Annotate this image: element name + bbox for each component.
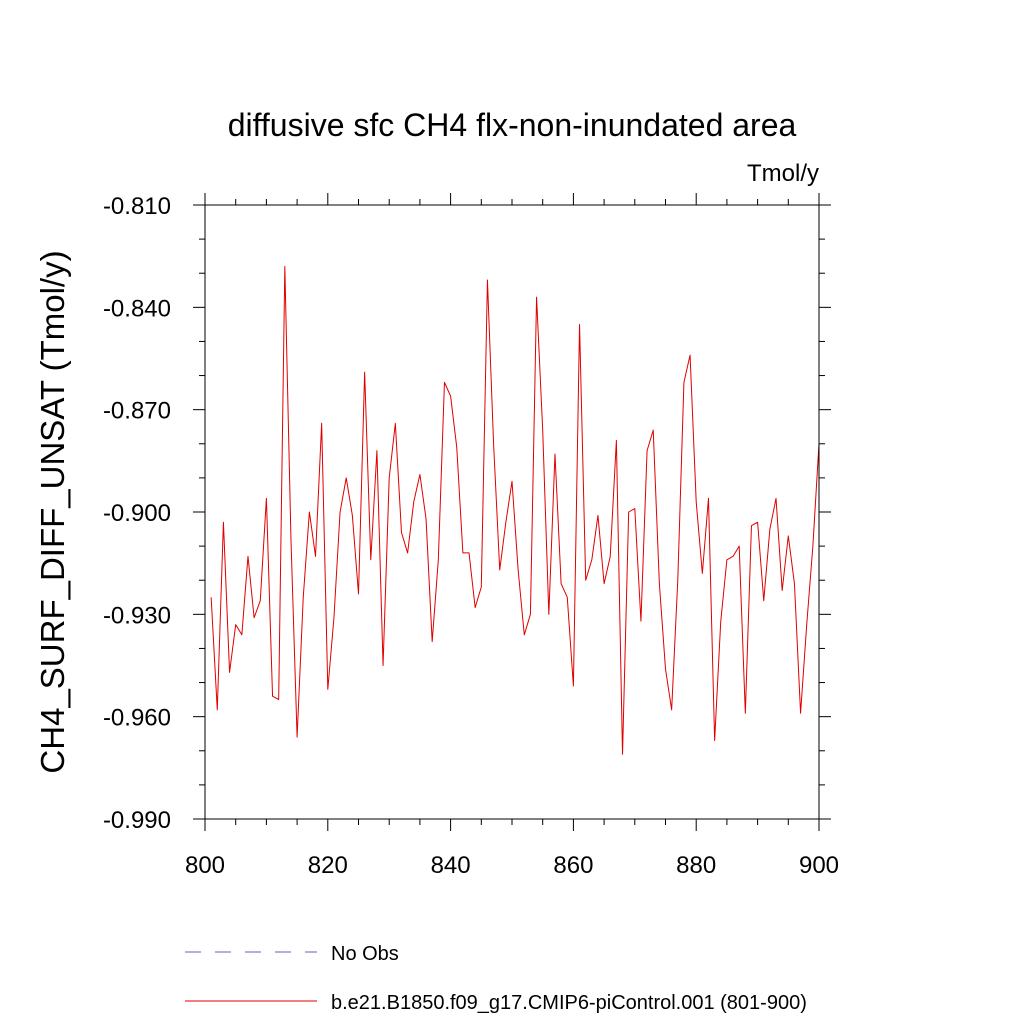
units-label: Tmol/y (747, 160, 819, 187)
y-tick-label: -0.930 (103, 602, 171, 629)
x-tick-label: 860 (553, 852, 593, 879)
y-tick-label: -0.900 (103, 500, 171, 527)
tick-labels: 800 820 840 860 880 900 -0.990 -0.960 -0.930 -0.9… (103, 193, 839, 879)
y-tick-label: -0.960 (103, 705, 171, 732)
legend-label: b.e21.B1850.f09_g17.CMIP6-piControl.001 … (331, 992, 807, 1014)
plot-frame (204, 204, 820, 820)
x-tick-label: 880 (676, 852, 716, 879)
x-tick-label: 800 (185, 852, 225, 879)
legend-label: No Obs (331, 943, 399, 965)
y-tick-label: -0.870 (103, 398, 171, 425)
x-tick-label: 900 (799, 852, 839, 879)
series-line (210, 265, 820, 755)
x-tick-label: 820 (308, 852, 348, 879)
y-axis-label: CH4_SURF_DIFF_UNSAT (Tmol/y) (34, 250, 71, 773)
y-tick-label: -0.990 (103, 807, 171, 834)
y-tick-label: -0.810 (103, 193, 171, 220)
y-tick-label: -0.840 (103, 295, 171, 322)
series-group (210, 265, 820, 755)
axis-ticks (193, 193, 831, 831)
chart-title: diffusive sfc CH4 flx-non-inundated area (228, 107, 797, 143)
legend: No Obs b.e21.B1850.f09_g17.CMIP6-piContro… (185, 943, 807, 1014)
x-tick-label: 840 (431, 852, 471, 879)
